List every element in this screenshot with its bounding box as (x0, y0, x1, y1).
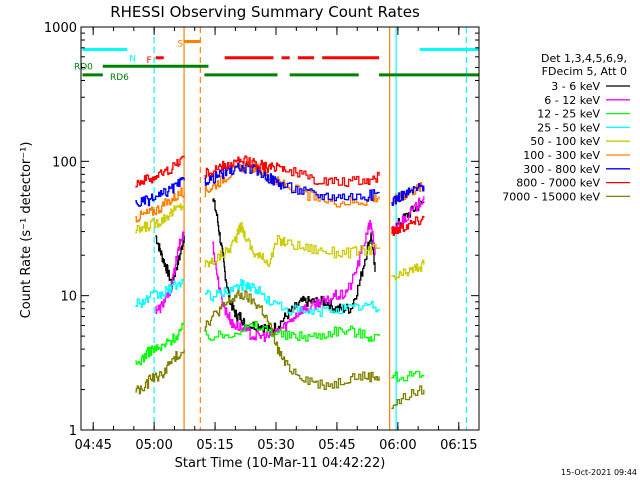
flag-label-f: F (146, 56, 151, 66)
legend-label-12-25-kev: 12 - 25 keV (537, 108, 600, 121)
series-line-7000-15000-kev (391, 385, 425, 409)
series-line-300-800-kev (204, 162, 380, 202)
x-tick-label: 05:15 (196, 438, 233, 453)
footer-timestamp: 15-Oct-2021 09:44 (561, 468, 637, 477)
flag-label-n: N (129, 54, 136, 64)
plot-frame (80, 26, 480, 431)
series-line-3-6-kev (212, 198, 376, 334)
legend-header-line: FDecim 5, Att 0 (542, 65, 627, 78)
chart-title: RHESSI Observing Summary Count Rates (110, 3, 420, 21)
series-line-25-50-kev (135, 278, 185, 308)
series-line-50-100-kev (135, 203, 185, 234)
series-line-7000-15000-kev (135, 349, 185, 395)
series-line-800-7000-kev (135, 155, 185, 188)
y-tick-label: 100 (52, 155, 77, 170)
y-axis-ticks: 1 10 100 1000 (44, 21, 479, 439)
series-line-6-12-kev (391, 196, 425, 231)
y-axis-label: Count Rate (s⁻¹ detector⁻¹) (19, 142, 34, 319)
series-line-6-12-kev (155, 231, 185, 315)
series-line-300-800-kev (135, 177, 185, 207)
x-tick-label: 06:00 (379, 438, 416, 453)
series-line-50-100-kev (391, 259, 425, 281)
data-series (135, 155, 425, 409)
series-line-100-300-kev (135, 187, 185, 223)
series-line-12-25-kev (391, 370, 425, 382)
vertical-markers (153, 27, 468, 430)
legend-label-100-300-kev: 100 - 300 keV (523, 149, 600, 162)
legend-label-3-6-kev: 3 - 6 keV (551, 80, 600, 93)
series-line-300-800-kev (391, 182, 425, 207)
series-line-7000-15000-kev (204, 289, 380, 391)
x-axis-ticks: 04:45 05:00 05:15 05:30 05:45 06:00 06:15 (74, 27, 478, 453)
y-tick-label: 1000 (44, 21, 77, 36)
series-line-50-100-kev (204, 221, 380, 268)
legend-label-25-50-kev: 25 - 50 keV (537, 121, 600, 134)
x-tick-label: 05:00 (135, 438, 172, 453)
x-tick-label: 05:45 (318, 438, 355, 453)
flag-label-s: S (177, 39, 183, 49)
series-line-12-25-kev (204, 320, 380, 342)
series-line-3-6-kev (155, 235, 185, 290)
x-tick-label: 06:15 (440, 438, 477, 453)
flag-label-rd6: RD6 (110, 73, 129, 83)
series-line-800-7000-kev (204, 155, 380, 187)
x-tick-label: 05:30 (257, 438, 294, 453)
y-tick-label: 10 (60, 290, 77, 305)
series-line-25-50-kev (204, 279, 380, 317)
x-axis-label: Start Time (10-Mar-11 04:42:22) (175, 456, 386, 471)
y-tick-label: 1 (69, 424, 77, 439)
x-tick-label: 04:45 (74, 438, 111, 453)
legend-header-line: Det 1,3,4,5,6,9, (541, 52, 627, 65)
legend-label-50-100-kev: 50 - 100 keV (530, 135, 600, 148)
series-line-100-300-kev (204, 160, 380, 208)
legend-label-6-12-kev: 6 - 12 keV (544, 94, 600, 107)
legend-label-300-800-kev: 300 - 800 keV (523, 163, 600, 176)
legend-label-800-7000-kev: 800 - 7000 keV (516, 177, 600, 190)
legend-label-7000-15000-kev: 7000 - 15000 keV (502, 190, 600, 203)
series-line-12-25-kev (135, 322, 185, 366)
legend: Det 1,3,4,5,6,9,FDecim 5, Att 0 3 - 6 keV… (502, 52, 630, 203)
series-line-800-7000-kev (391, 215, 425, 237)
